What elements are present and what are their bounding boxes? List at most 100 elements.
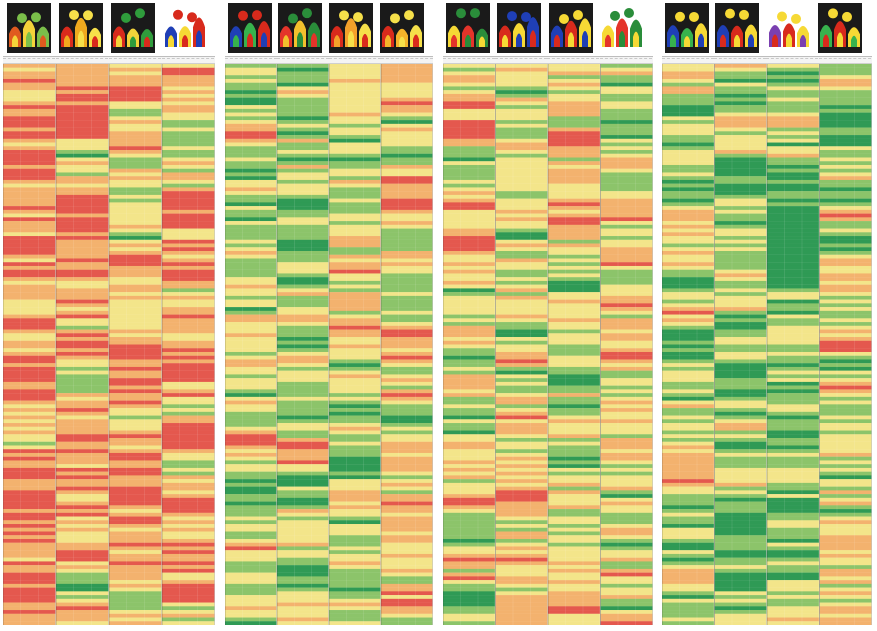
heatmap-cell bbox=[162, 475, 215, 480]
heatmap-cell bbox=[662, 621, 714, 625]
heatmap-cell bbox=[162, 550, 215, 555]
heatmap-cell bbox=[162, 389, 215, 394]
heatmap-cell bbox=[381, 557, 433, 562]
heatmap-cell bbox=[162, 280, 215, 285]
heatmap-cell bbox=[381, 254, 433, 259]
heatmap-cell bbox=[3, 393, 56, 398]
heatmap-cell bbox=[767, 550, 819, 555]
heatmap-cell bbox=[329, 538, 381, 543]
heatmap-cell bbox=[56, 153, 109, 158]
heatmap-cell bbox=[277, 449, 329, 454]
heatmap-cell bbox=[277, 538, 329, 543]
heatmap-cell bbox=[56, 236, 109, 240]
heatmap-cell bbox=[714, 247, 767, 252]
heatmap-cell bbox=[443, 228, 495, 233]
heatmap-cell bbox=[495, 621, 548, 625]
heatmap-cell bbox=[381, 288, 433, 293]
heatmap-cell bbox=[714, 135, 767, 139]
heatmap-cell bbox=[548, 475, 600, 480]
heatmap-cell bbox=[56, 572, 109, 577]
heatmap-cell bbox=[443, 370, 495, 375]
heatmap-cell bbox=[495, 228, 548, 233]
heatmap-cell bbox=[109, 370, 162, 375]
heatmap-cell bbox=[109, 531, 162, 536]
heatmap-cell bbox=[767, 236, 819, 240]
heatmap-cell bbox=[225, 135, 277, 139]
heatmap-cell bbox=[277, 310, 329, 315]
heatmap-cell bbox=[277, 251, 329, 255]
heatmap-cell bbox=[495, 606, 548, 611]
heatmap-cell bbox=[329, 501, 381, 506]
heatmap-cell bbox=[495, 269, 548, 274]
heatmap-cell bbox=[443, 445, 495, 450]
heatmap-cell bbox=[225, 509, 277, 513]
heatmap-cell bbox=[819, 213, 872, 218]
heatmap-cell bbox=[109, 542, 162, 547]
heatmap-cell bbox=[109, 553, 162, 558]
heatmap-cell bbox=[329, 404, 381, 409]
column-header-strip bbox=[662, 56, 872, 64]
heatmap-cell bbox=[495, 494, 548, 498]
heatmap-cell bbox=[819, 456, 872, 461]
heatmap-cell bbox=[600, 228, 653, 233]
heatmap-cell bbox=[56, 150, 109, 154]
heatmap-cell bbox=[714, 419, 767, 424]
heatmap-cell bbox=[495, 561, 548, 566]
heatmap-cell bbox=[819, 355, 872, 360]
heatmap-cell bbox=[109, 284, 162, 289]
heatmap-cell bbox=[443, 265, 495, 270]
heatmap-cell bbox=[767, 273, 819, 278]
heatmap-cell bbox=[767, 310, 819, 315]
heatmap-cell bbox=[329, 617, 381, 622]
heatmap-cell bbox=[109, 411, 162, 416]
heatmap-cell bbox=[662, 303, 714, 308]
heatmap-cell bbox=[443, 452, 495, 457]
heatmap-cell bbox=[548, 527, 600, 532]
heatmap-cell bbox=[381, 191, 433, 196]
heatmap-cell bbox=[3, 224, 56, 229]
heatmap-cell bbox=[109, 344, 162, 349]
heatmap-cell bbox=[714, 557, 767, 562]
heatmap-cell bbox=[443, 90, 495, 95]
heatmap-cell bbox=[109, 198, 162, 203]
heatmap-cell bbox=[56, 404, 109, 409]
heatmap-cell bbox=[819, 269, 872, 274]
heatmap-cell bbox=[714, 78, 767, 83]
heatmap-cell bbox=[548, 269, 600, 274]
heatmap-cell bbox=[443, 194, 495, 199]
heatmap-cell bbox=[548, 366, 600, 371]
heatmap-cell bbox=[548, 337, 600, 341]
heatmap-cell bbox=[109, 86, 162, 91]
heatmap-cell bbox=[3, 273, 56, 278]
heatmap-cell bbox=[225, 524, 277, 528]
heatmap-cell bbox=[381, 550, 433, 555]
heatmap-cell bbox=[548, 262, 600, 267]
heatmap-cell bbox=[714, 228, 767, 233]
heatmap-cell bbox=[162, 93, 215, 98]
heatmap-cell bbox=[714, 610, 767, 614]
heatmap-cell bbox=[495, 423, 548, 427]
heatmap-cell bbox=[329, 295, 381, 300]
heatmap-cell bbox=[600, 385, 653, 390]
heatmap-cell bbox=[714, 348, 767, 353]
heatmap-cell bbox=[600, 120, 653, 124]
heatmap-cell bbox=[56, 194, 109, 199]
heatmap-cell bbox=[443, 243, 495, 248]
heatmap-cell bbox=[329, 355, 381, 360]
heatmap-cell bbox=[443, 486, 495, 491]
heatmap-cell bbox=[714, 524, 767, 528]
heatmap-cell bbox=[495, 565, 548, 570]
heatmap-cell bbox=[714, 187, 767, 192]
heatmap-cell bbox=[381, 322, 433, 326]
heatmap-cell bbox=[495, 509, 548, 513]
heatmap-cell bbox=[225, 75, 277, 80]
heatmap-cell bbox=[277, 464, 329, 469]
heatmap-cell bbox=[600, 490, 653, 495]
heatmap-cell bbox=[767, 303, 819, 308]
heatmap-cell bbox=[767, 217, 819, 222]
heatmap-cell bbox=[109, 460, 162, 465]
heatmap-cell bbox=[109, 236, 162, 240]
heatmap-cell bbox=[329, 75, 381, 80]
heatmap-cell bbox=[381, 262, 433, 267]
heatmap-cell bbox=[767, 408, 819, 412]
